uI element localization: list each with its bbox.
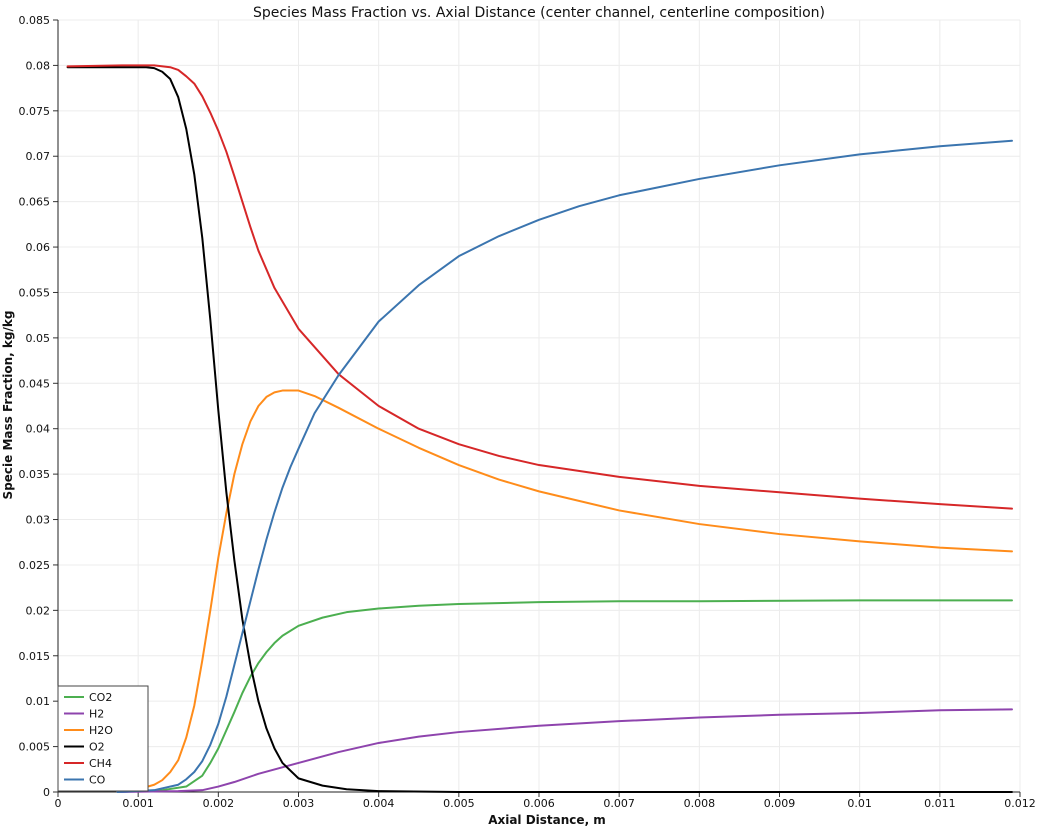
chart-title: Species Mass Fraction vs. Axial Distance… [253,5,825,21]
y-tick-label: 0.045 [19,377,51,390]
x-tick-label: 0.005 [443,797,475,810]
y-tick-label: 0.04 [26,423,51,436]
grid-lines [57,19,1021,793]
x-tick-label: 0.01 [847,797,872,810]
x-axis-label: Axial Distance, m [488,813,606,827]
y-tick-label: 0.015 [19,650,51,663]
series-co [116,139,1013,793]
y-tick-label: 0.03 [26,514,51,527]
y-tick-label: 0.085 [19,14,51,27]
x-tick-label: 0.006 [523,797,555,810]
series-lines [66,64,1013,793]
legend-box [57,685,149,792]
y-tick-label: 0.005 [19,741,51,754]
x-tick-label: 0.003 [283,797,315,810]
x-tick-label: 0.001 [122,797,154,810]
legend-label-co: CO [89,774,106,787]
x-tick-label: 0.012 [1004,797,1036,810]
series-co2 [116,599,1013,793]
y-tick-label: 0.01 [26,695,51,708]
y-axis-label: Specie Mass Fraction, kg/kg [1,311,15,500]
y-tick-label: 0 [43,786,50,799]
y-tick-label: 0.065 [19,196,51,209]
x-tick-label: 0.009 [764,797,796,810]
y-tick-label: 0.08 [26,59,51,72]
x-tick-label: 0 [55,797,62,810]
legend-label-h2o: H2O [89,724,113,737]
x-tick-label: 0.011 [924,797,956,810]
y-tick-label: 0.05 [26,332,51,345]
y-tick-label: 0.035 [19,468,51,481]
legend: CO2 H2 H2O O2 CH4 CO [57,685,149,792]
legend-label-o2: O2 [89,741,105,754]
series-ch4 [66,64,1013,510]
y-tick-label: 0.07 [26,150,51,163]
series-h2o [116,389,1013,793]
x-tick-label: 0.002 [203,797,235,810]
x-tick-label: 0.004 [363,797,395,810]
x-tick-label: 0.008 [684,797,716,810]
y-tick-label: 0.055 [19,286,51,299]
legend-label-h2: H2 [89,708,104,721]
y-tick-label: 0.02 [26,604,51,617]
series-o2 [66,66,1013,793]
series-h2 [116,708,1013,793]
legend-label-co2: CO2 [89,691,112,704]
x-tick-label: 0.007 [603,797,635,810]
y-tick-label: 0.06 [26,241,51,254]
legend-label-ch4: CH4 [89,757,112,770]
y-tick-label: 0.075 [19,105,51,118]
y-tick-label: 0.025 [19,559,51,572]
